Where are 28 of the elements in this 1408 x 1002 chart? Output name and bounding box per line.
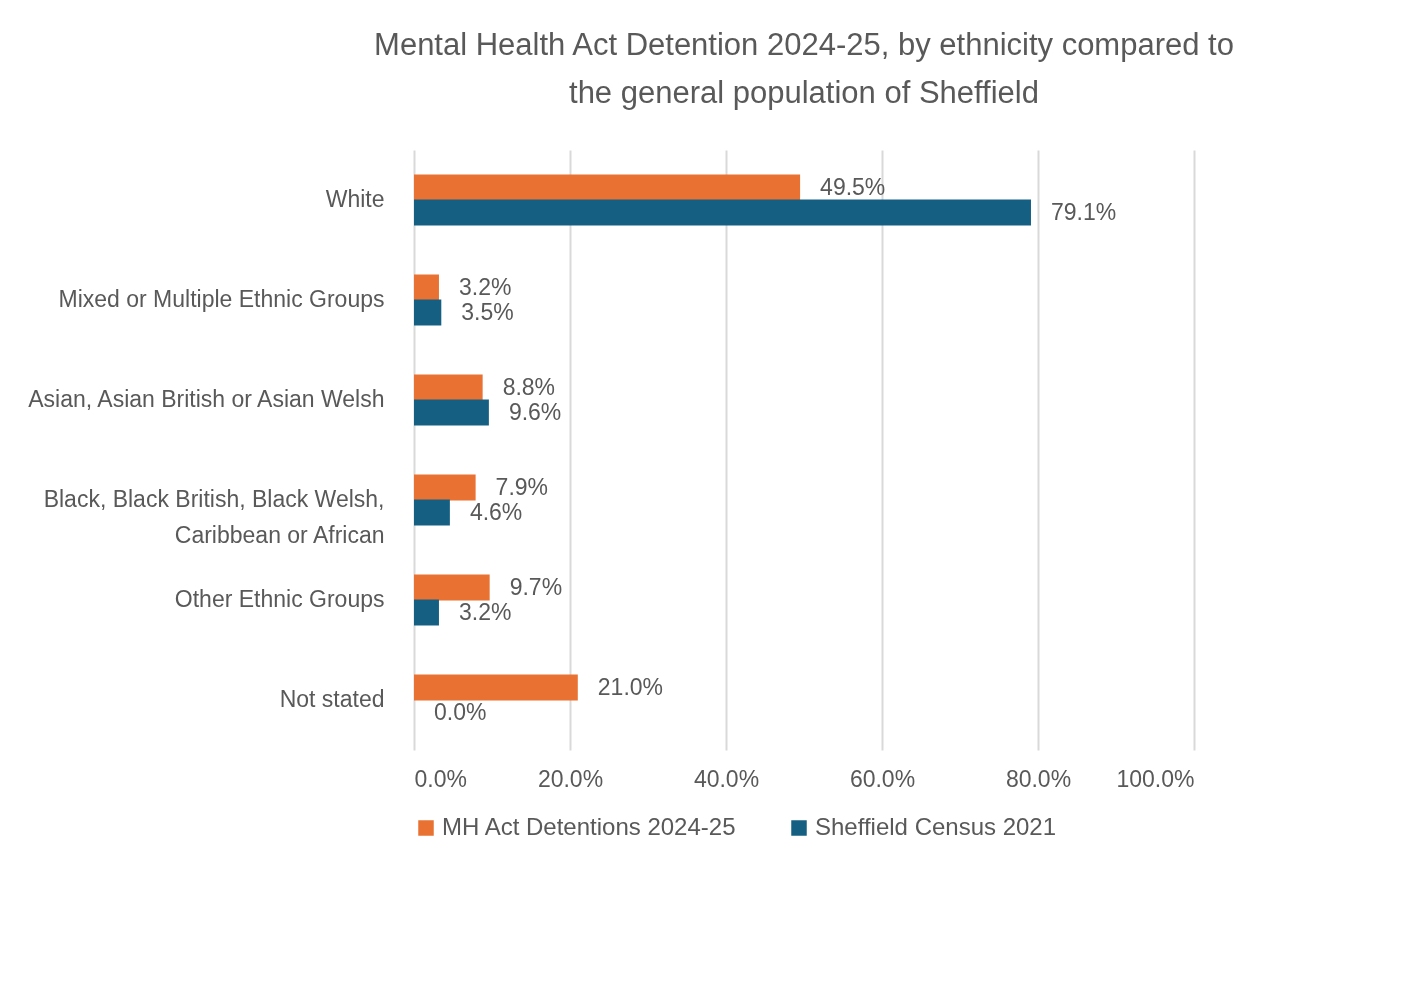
data-label: 8.8% (502, 373, 556, 400)
legend-label: MH Act Detentions 2024-25 (442, 813, 736, 840)
x-tick-label: 40.0% (693, 765, 760, 792)
data-label: 21.0% (597, 673, 664, 700)
data-label: 3.2% (458, 598, 512, 625)
data-label: 9.6% (508, 398, 562, 425)
x-tick-label: 80.0% (1005, 765, 1072, 792)
data-label: 3.2% (458, 273, 512, 300)
y-tick-label: White (325, 186, 385, 212)
y-tick-label: Black, Black British, Black Welsh, Caribbean or African (43, 486, 385, 548)
data-label: 49.5% (820, 173, 886, 200)
data-label: 79.1% (1050, 198, 1117, 225)
x-tick-label: 20.0% (537, 765, 604, 792)
y-tick-label: Asian, Asian British or Asian Welsh (28, 386, 385, 412)
data-label: 4.6% (469, 498, 523, 525)
x-tick-label: 60.0% (849, 765, 916, 792)
data-label: 7.9% (495, 473, 549, 500)
data-label: 3.5% (461, 298, 514, 325)
data-label: 9.7% (509, 573, 563, 600)
y-tick-label: Other Ethnic Groups (174, 586, 385, 612)
legend-label: Sheffield Census 2021 (815, 813, 1057, 840)
text: Mental Health Act Detention 2024-25, by ethnicity compared to (374, 27, 1234, 62)
x-tick-label: 0.0% (414, 765, 467, 792)
y-tick-label: Not stated (279, 686, 385, 712)
y-tick-label: Mixed or Multiple Ethnic Groups (58, 286, 385, 312)
x-tick-label: 100.0% (1116, 765, 1195, 792)
text: the general population of Sheffield (569, 75, 1039, 110)
data-label: 0.0% (434, 698, 487, 725)
